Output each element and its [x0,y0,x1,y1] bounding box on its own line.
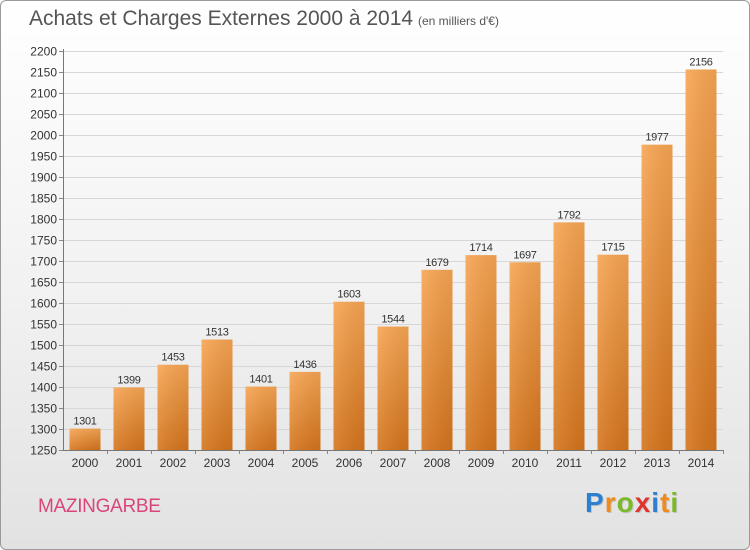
x-tick-label: 2006 [336,456,363,470]
logo-letter: r [604,487,617,518]
y-tick-label: 1250 [30,444,57,458]
data-label: 1697 [513,249,536,261]
bar-shading [201,339,233,450]
bar-shading [157,364,189,450]
logo-letter: i [670,487,680,518]
y-tick-label: 1550 [30,318,57,332]
y-tick-label: 1350 [30,402,57,416]
chart-unit: (en milliers d'€) [418,14,499,28]
y-tick-label: 2150 [30,66,57,80]
y-tick-label: 1650 [30,276,57,290]
x-tick-labels: 2000 2001 2002 2003 2004 2005 2006 2007 2008 2009… [72,450,724,470]
bar-shading [113,387,145,450]
x-tick-label: 2000 [72,456,99,470]
y-tick-label: 1700 [30,255,57,269]
x-tick-label: 2008 [424,456,451,470]
bar-shading [421,269,453,450]
y-tick-label: 2050 [30,108,57,122]
y-tick-label: 1850 [30,192,57,206]
x-tick-label: 2013 [644,456,671,470]
data-label: 1399 [117,374,140,386]
data-label: 1603 [337,289,360,301]
data-label: 1679 [425,257,448,269]
logo-letter: x [634,487,652,518]
data-label: 1301 [73,416,96,428]
data-label: 1453 [161,352,184,364]
bar-shading [289,371,321,450]
y-tick-label: 1450 [30,360,57,374]
bar-shading [641,144,673,450]
x-tick-label: 2009 [468,456,495,470]
x-tick-label: 2003 [204,456,231,470]
bar-shading [597,254,629,450]
bar-shading [377,326,409,450]
commune-name: MAZINGARBE [38,496,161,517]
x-tick-label: 2004 [248,456,275,470]
logo-letter: i [651,487,661,518]
data-label: 1436 [293,359,316,371]
data-label: 1544 [381,314,404,326]
y-tick-label: 1600 [30,297,57,311]
x-tick-label: 2010 [512,456,539,470]
logo-letter: P [585,487,605,518]
y-tick-labels: 1250 1300 1350 1400 1450 1500 1550 1600 1650 1700… [30,45,57,458]
data-labels: 1301 1399 1453 1513 1401 1436 1603 1544 1679 1714… [73,56,713,428]
data-label: 1715 [601,242,624,254]
y-tick-label: 1500 [30,339,57,353]
y-tick-label: 1400 [30,381,57,395]
y-tick-label: 2100 [30,87,57,101]
y-tick-label: 1750 [30,234,57,248]
x-tick-label: 2002 [160,456,187,470]
y-tick-label: 1300 [30,423,57,437]
bar-shading [333,301,365,450]
data-label: 1714 [469,242,492,254]
bar-shading [553,222,585,450]
bar-shading [69,428,101,450]
chart-title: Achats et Charges Externes 2000 à 2014 [29,7,414,30]
y-tick-label: 2000 [30,129,57,143]
x-tick-label: 2001 [116,456,143,470]
bar-shading [509,262,541,450]
axes [63,49,723,451]
logo-letter: o [616,487,635,518]
data-label: 1401 [249,374,272,386]
data-label: 1977 [645,132,668,144]
y-tick-label: 2200 [30,45,57,59]
x-tick-label: 2012 [600,456,627,470]
data-label: 1792 [557,209,580,221]
x-tick-label: 2007 [380,456,407,470]
bars [69,69,717,450]
logo-letter: t [660,487,671,518]
y-tick-label: 1950 [30,150,57,164]
data-label: 2156 [689,56,712,68]
y-tick-label: 1800 [30,213,57,227]
bar-shading [685,69,717,450]
data-label: 1513 [205,327,228,339]
y-tick-label: 1900 [30,171,57,185]
bar-shading [245,386,277,450]
bar-shading [465,255,497,450]
x-tick-label: 2014 [688,456,715,470]
x-tick-label: 2011 [556,456,582,470]
proxiti-logo[interactable]: Proxiti [585,487,679,519]
x-tick-label: 2005 [292,456,319,470]
